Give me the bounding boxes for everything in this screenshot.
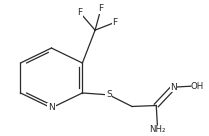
Text: S: S bbox=[106, 90, 112, 99]
Text: N: N bbox=[48, 103, 55, 112]
Text: NH₂: NH₂ bbox=[149, 125, 166, 134]
Text: F: F bbox=[98, 4, 103, 13]
Text: F: F bbox=[78, 8, 83, 17]
Text: F: F bbox=[112, 18, 117, 27]
Text: N: N bbox=[170, 83, 177, 92]
Text: OH: OH bbox=[191, 82, 204, 91]
